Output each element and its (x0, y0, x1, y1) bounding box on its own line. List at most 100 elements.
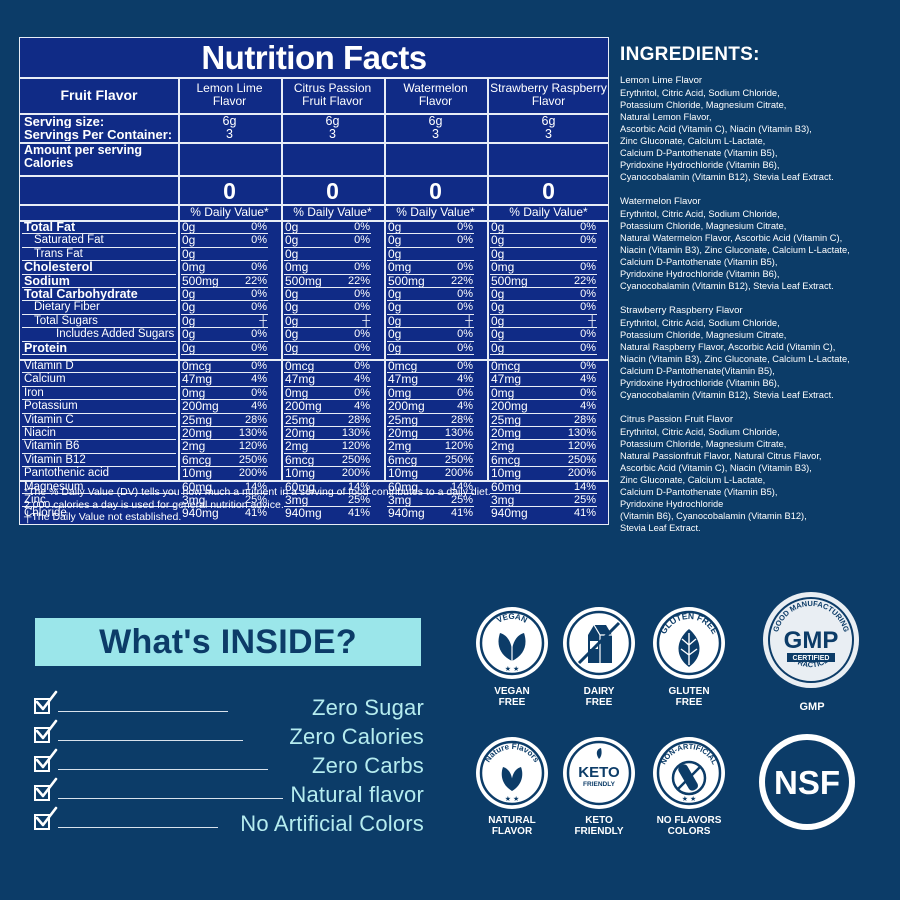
row-rule (284, 466, 371, 468)
nutrient-amount: 0g (491, 314, 505, 328)
vitamin-amount: 0mg (388, 386, 412, 400)
nutrient-percent: ┼ (465, 314, 473, 327)
vitamin-amount: 25mg (182, 413, 213, 427)
nutrient-amount: 0g (182, 221, 196, 234)
nutrient-amount: 0g (491, 234, 505, 248)
nutrient-percent: 0% (457, 261, 473, 274)
vitamin-percent: 130% (567, 427, 596, 439)
vitamin-amount: 200mg (285, 400, 322, 414)
row-rule (181, 233, 268, 235)
vitamin-percent: 250% (238, 453, 267, 466)
nutrient-label: Dietary Fiber (34, 301, 100, 314)
vitamin-amount: 10mg (182, 467, 213, 481)
vitamin-percent: 4% (251, 373, 267, 386)
nutrient-amount: 0mg (182, 261, 206, 275)
svg-text:★ ★: ★ ★ (682, 795, 697, 803)
row-rule (284, 493, 371, 494)
row-rule (181, 340, 268, 342)
row-rule (22, 466, 176, 468)
row-rule (22, 300, 176, 302)
row-rule (490, 412, 597, 414)
vitamin-amount: 0mcg (182, 360, 212, 373)
row-rule (22, 452, 176, 454)
vitamin-percent: 130% (444, 427, 473, 439)
checkbox-icon (34, 806, 58, 830)
row-rule (181, 399, 268, 401)
row-rule (284, 479, 371, 481)
vitamin-percent: 14% (573, 480, 596, 493)
vitamin-amount: 10mg (491, 467, 522, 481)
vitamin-amount: 20mg (182, 427, 213, 440)
row-rule (490, 327, 597, 329)
vitamin-percent: 0% (354, 360, 370, 372)
row-rule (490, 439, 597, 441)
divider (20, 480, 608, 482)
vitamin-label: Vitamin D (24, 360, 74, 372)
keto-label: KETO FRIENDLY (574, 815, 624, 837)
row-rule (181, 412, 268, 414)
row-rule (181, 452, 268, 454)
vitamin-percent: 28% (450, 413, 473, 426)
vitamin-amount: 10mg (388, 467, 419, 481)
row-rule (387, 354, 474, 355)
ingredient-line: Natural Lemon Flavor, (620, 112, 712, 122)
svg-text:★ ★: ★ ★ (505, 665, 520, 673)
nutrient-percent: ┼ (259, 314, 267, 327)
servings-value: 3 (545, 128, 552, 141)
divider (20, 204, 608, 206)
nutrient-label: Protein (24, 341, 68, 355)
checkbox-icon (34, 719, 58, 743)
vitamin-amount: 25mg (285, 413, 316, 427)
row-rule (490, 506, 597, 508)
vitamin-percent: 130% (238, 427, 267, 439)
nutrient-amount: 0g (388, 314, 402, 328)
inside-item-text: Natural flavor (290, 782, 424, 807)
ingredient-line: Niacin (Vitamin B3), Zinc Gluconate, Cal… (620, 245, 850, 255)
nutrient-percent: ┼ (362, 314, 370, 327)
ingredient-line: Niacin (Vitamin B3), Zinc Gluconate, Cal… (620, 354, 850, 364)
ingredients-section: INGREDIENTS: Lemon Lime Flavor Erythritol… (620, 44, 895, 547)
vitamin-amount: 6mcg (491, 453, 521, 467)
vitamin-percent: 28% (347, 413, 370, 426)
vitamin-amount: 3mg (182, 494, 206, 507)
row-rule (181, 466, 268, 468)
nutrient-amount: 500mg (388, 274, 425, 288)
nutrient-amount: 0g (285, 328, 299, 342)
row-rule (284, 506, 371, 508)
nutrient-amount: 0g (388, 301, 402, 315)
nutrient-percent: 0% (580, 301, 596, 314)
nutrient-label: Cholesterol (24, 261, 93, 275)
nutrient-amount: 0g (182, 288, 196, 301)
vitamin-percent: 250% (341, 453, 370, 466)
natural-label: NATURAL FLAVOR (488, 815, 536, 837)
vitamin-amount: 47mg (285, 373, 316, 387)
nutrient-percent: 0% (580, 234, 596, 247)
vitamin-amount: 0mcg (285, 360, 315, 373)
ingredient-line: Potassium Chloride, Magnesium Citrate, (620, 221, 787, 231)
vitamin-amount: 10mg (285, 467, 316, 481)
nutrient-percent: 0% (457, 301, 473, 314)
ingredient-line: (Vitamin B6), Cyanocobalamin (Vitamin B1… (620, 511, 807, 521)
flavor-name: Strawberry Raspberry (490, 82, 607, 95)
vitamin-percent: 0% (251, 386, 267, 399)
nutrient-percent: 22% (347, 274, 370, 287)
ingredient-line: Stevia Leaf Extract. (620, 523, 701, 533)
row-rule (490, 313, 597, 315)
vitamin-amount: 60mg (182, 480, 213, 494)
keto-small-text: FRIENDLY (583, 781, 616, 788)
vitamin-percent: 41% (244, 507, 267, 520)
vitamin-percent: 41% (450, 507, 473, 520)
row-rule (490, 300, 597, 302)
vitamin-amount: 2mg (182, 440, 206, 454)
nutrient-percent: 0% (457, 234, 473, 247)
nutrient-percent: ┼ (588, 314, 596, 327)
vitamin-amount: 200mg (491, 400, 528, 414)
vitamin-percent: 0% (354, 386, 370, 399)
inside-item-text: No Artificial Colors (240, 811, 424, 836)
flavor-name: Flavor (418, 95, 453, 108)
nutrient-amount: 0g (491, 328, 505, 342)
vitamin-label: Calcium (24, 373, 66, 386)
ingredient-line: Cyanocobalamin (Vitamin B12), Stevia Lea… (620, 172, 834, 182)
divider (20, 113, 608, 115)
nutrient-percent: 0% (251, 221, 267, 233)
